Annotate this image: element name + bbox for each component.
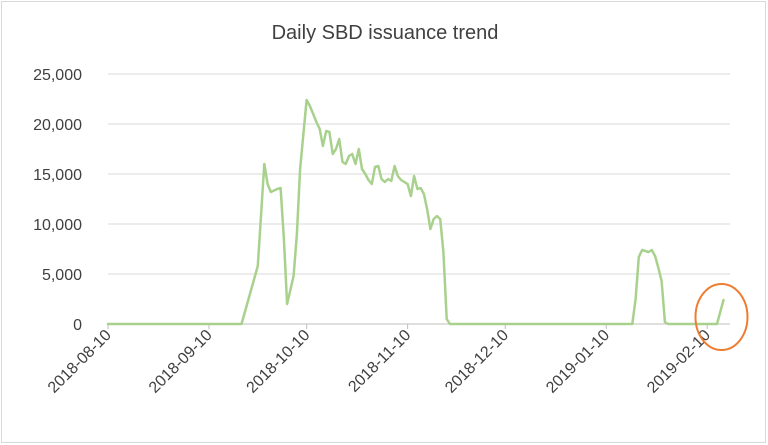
x-tick-label: 2018-12-10 [442,327,512,397]
x-axis-ticks: 2018-08-10 2018-09-10 2018-10-10 2018-11-10… [45,324,714,397]
x-tick-label: 2018-09-10 [146,327,216,397]
chart-title: Daily SBD issuance trend [272,22,499,44]
y-axis-ticks: 0 5,000 10,000 15,000 20,000 25,000 [33,67,82,334]
series-layer [106,98,725,326]
y-tick-label: 5,000 [42,267,82,284]
annotation-layer [694,283,749,351]
y-tick-label: 20,000 [33,117,82,134]
y-tick-label: 0 [73,317,82,334]
x-tick-label: 2019-01-10 [543,327,613,397]
y-tick-label: 15,000 [33,167,82,184]
x-tick-label: 2018-11-10 [345,327,414,396]
x-tick-label: 2018-10-10 [244,327,314,397]
annotation-circle [694,283,749,351]
y-tick-label: 10,000 [33,217,82,234]
x-tick-label: 2018-08-10 [45,327,115,397]
y-tick-label: 25,000 [33,67,82,84]
series-line [106,98,725,326]
x-tick-label: 2019-02-10 [644,327,714,397]
